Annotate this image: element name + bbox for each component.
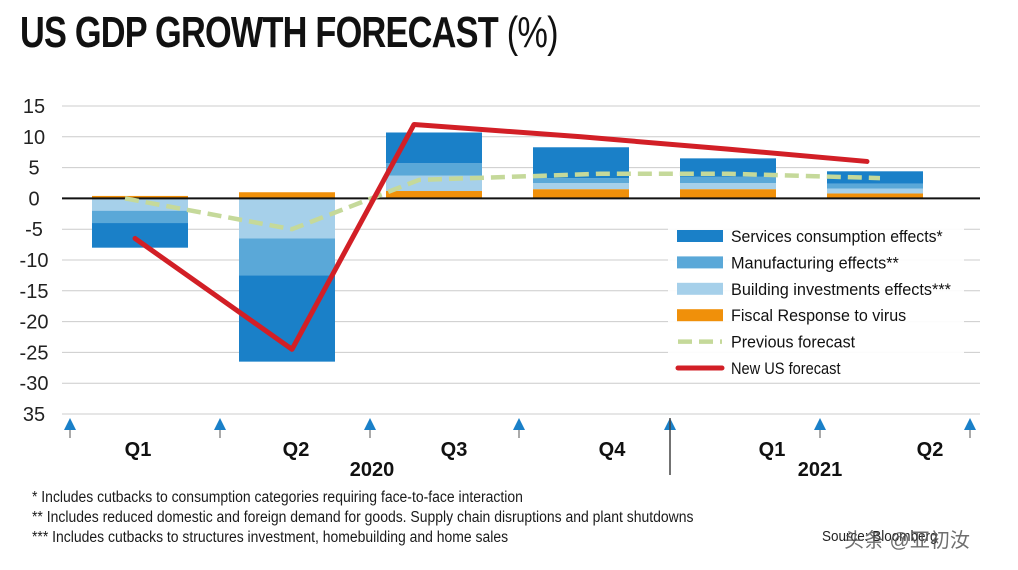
legend-label: Services consumption effects* [731,227,943,246]
quarter-marker-icon [64,418,76,430]
legend-swatch [677,230,723,242]
x-tick-label: Q3 [441,439,468,461]
y-tick-label: -5 [25,219,43,241]
y-tick-label: -15 [20,281,49,303]
footnotes: * Includes cutbacks to consumption categ… [32,488,694,548]
bar-segment [386,191,482,199]
y-tick-label: 5 [28,158,39,180]
bar-segment [239,192,335,199]
y-tick-label: 35 [23,404,45,426]
x-tick-label: Q1 [125,439,152,461]
bar-segment [239,238,335,276]
title-unit: (%) [506,8,559,57]
legend-label: New US forecast [731,359,841,378]
y-tick-label: 10 [23,127,45,149]
x-tick-label: Q4 [599,439,627,461]
watermark: 头条 @亚初汝 [844,530,970,552]
x-tick-label: Q1 [759,439,786,461]
bar-segment [827,188,923,194]
chart-title: US GDP GROWTH FORECAST (%) [20,8,559,58]
quarter-marker-icon [364,418,376,430]
legend-label: Previous forecast [731,333,855,352]
bar-segment [92,198,188,211]
y-tick-label: -20 [20,312,49,334]
bar-segment [533,183,629,190]
bar-segment [680,183,776,190]
quarter-marker-icon [513,418,525,430]
source-label: Source: Bloomberg [822,528,938,545]
legend-label: Manufacturing effects** [731,253,899,272]
y-tick-label: 0 [28,188,39,210]
bar-segment [827,193,923,199]
x-tick-label: Q2 [283,439,310,461]
previous-forecast-line [124,171,881,232]
bar-segment [533,189,629,199]
bar-segment [533,178,629,183]
y-tick-label: 15 [23,96,45,118]
bar-segment [827,183,923,189]
legend-label: Building investments effects*** [731,280,951,299]
footnote-3: *** Includes cutbacks to structures inve… [32,529,509,546]
chart-canvas: 15 10 5 0 -5 -10 -15 -20 -25 -30 35 Q1 Q2 Q3 Q4 Q1 Q2 202… [20,96,980,481]
legend-label: Fiscal Response to virus [731,306,906,325]
bar-segment [680,176,776,183]
y-tick-label: -25 [20,342,49,364]
bar-segment [92,195,188,199]
x-tick-label: Q2 [917,439,944,461]
year-label: 2020 [350,459,395,481]
bar-segment [92,210,188,224]
quarter-marker-icon [964,418,976,430]
y-tick-label: -30 [20,373,49,395]
legend-swatch [677,282,723,295]
y-tick-label: -10 [20,250,49,272]
legend-box [668,222,964,380]
new-forecast-line [132,121,870,352]
quarter-marker-icon [214,418,226,430]
bar-segment [386,163,482,176]
legend-swatch [677,256,723,269]
footnote-2: ** Includes reduced domestic and foreign… [32,509,694,526]
footnote-1: * Includes cutbacks to consumption categ… [32,489,523,506]
quarter-marker-icon [814,418,826,430]
legend-swatch [677,309,723,322]
year-label: 2021 [798,459,843,481]
bar-segment [680,189,776,199]
title-text: US GDP GROWTH FORECAST [20,8,499,57]
